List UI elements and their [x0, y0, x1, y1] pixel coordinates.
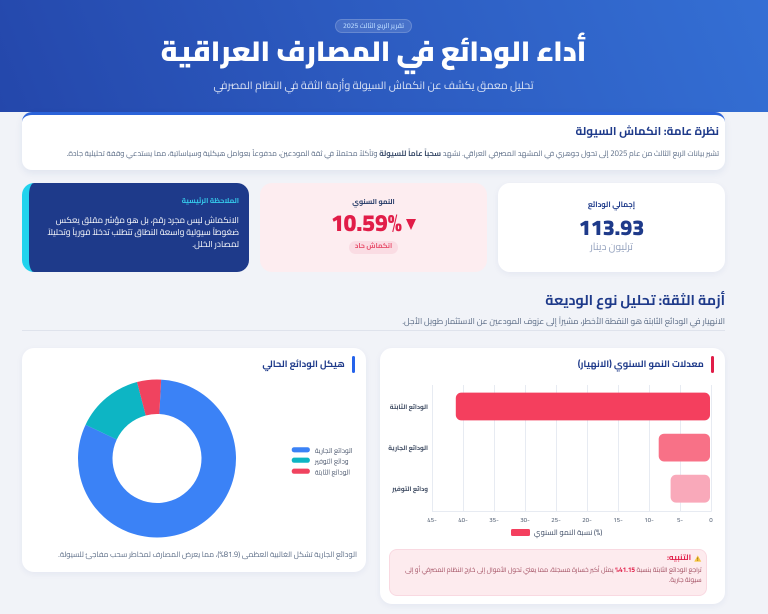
svg-text:ودائع التوفير: ودائع التوفير — [391, 483, 428, 495]
svg-text:35-: 35- — [489, 514, 499, 526]
svg-text:الودائع الثابتة: الودائع الثابتة — [390, 401, 428, 413]
svg-text:الودائع الثابتة: الودائع الثابتة — [315, 465, 350, 478]
svg-text:15-: 15- — [613, 514, 623, 526]
svg-text:ودائع التوفير: ودائع التوفير — [314, 454, 349, 467]
svg-text:25-: 25- — [551, 514, 561, 526]
svg-text:الودائع الجارية: الودائع الجارية — [315, 444, 353, 457]
svg-text:الودائع الجارية: الودائع الجارية — [388, 442, 428, 454]
svg-text:5-: 5- — [677, 514, 683, 526]
svg-text:30-: 30- — [520, 514, 530, 526]
svg-text:0: 0 — [709, 514, 713, 526]
svg-text:45-: 45- — [427, 514, 437, 526]
svg-text:20-: 20- — [582, 514, 592, 526]
svg-text:10-: 10- — [644, 514, 654, 526]
svg-text:40-: 40- — [458, 514, 468, 526]
